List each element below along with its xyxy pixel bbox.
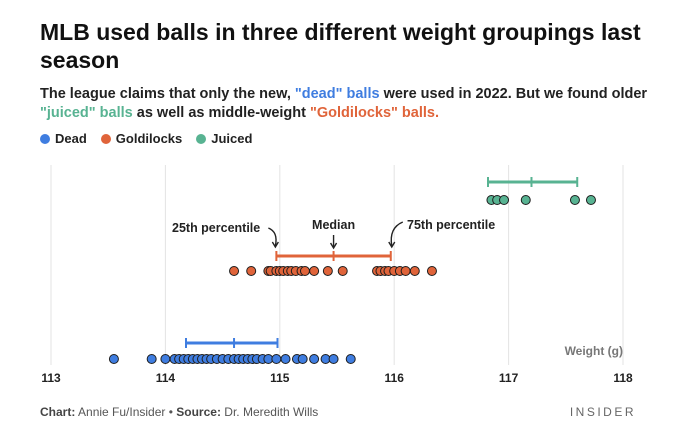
legend-swatch-juiced: [196, 133, 207, 144]
annotation-arrow-p25: [268, 227, 277, 247]
subtitle-part2: were used in 2022. But we found older: [379, 86, 648, 102]
x-tick-label-118: 118: [613, 371, 633, 385]
chart-subtitle: The league claims that only the new, "de…: [40, 85, 660, 123]
goldilocks-point-21: [400, 266, 411, 276]
juiced-point-3: [520, 195, 531, 205]
goldilocks-point-14: [337, 266, 348, 276]
x-axis-label: Weight (g): [565, 344, 623, 358]
chart-title: MLB used balls in three different weight…: [40, 19, 641, 73]
legend-swatch-goldilocks: [100, 133, 111, 144]
subtitle-dead-highlight: "dead" balls: [294, 86, 380, 102]
legend-label-dead: Dead: [55, 131, 87, 146]
annotation-arrowhead-median: [329, 242, 338, 250]
goldilocks-point-22: [409, 266, 420, 276]
annotation-75th-percentile: 75th percentile: [407, 218, 495, 232]
juiced-point-4: [569, 195, 580, 205]
annotation-arrow-p75: [390, 221, 404, 247]
chart-footer: Chart: Annie Fu/Insider • Source: Dr. Me…: [40, 405, 318, 419]
insider-logo: INSIDER: [569, 405, 636, 419]
goldilocks-point-11: [299, 266, 310, 276]
legend-label-juiced: Juiced: [211, 131, 253, 146]
subtitle-juiced-highlight: "juiced" balls: [40, 105, 133, 121]
chart-legend: Dead Goldilocks Juiced: [40, 131, 252, 146]
goldilocks-point-23: [426, 266, 437, 276]
footer-chart-author: Annie Fu/Insider •: [75, 405, 177, 419]
legend-swatch-dead: [40, 133, 50, 144]
footer-source-text: Dr. Meredith Wills: [220, 405, 319, 419]
annotation-25th-percentile: 25th percentile: [172, 221, 260, 235]
dead-point-0: [108, 354, 119, 364]
x-tick-label-114: 114: [156, 371, 176, 385]
x-tick-label-116: 116: [385, 371, 405, 385]
footer-source-label: Source:: [176, 405, 221, 419]
dead-point-2: [160, 354, 171, 364]
goldilocks-point-0: [229, 266, 240, 276]
legend-item-goldilocks: Goldilocks: [100, 131, 183, 146]
dead-point-23: [271, 354, 282, 364]
goldilocks-point-12: [309, 266, 320, 276]
juiced-point-2: [499, 195, 510, 205]
dead-point-30: [345, 354, 356, 364]
legend-item-juiced: Juiced: [196, 131, 252, 146]
dead-point-29: [328, 354, 339, 364]
dead-point-27: [309, 354, 320, 364]
goldilocks-point-1: [246, 266, 257, 276]
subtitle-part1: The league claims that only the new,: [40, 86, 295, 102]
dead-point-24: [280, 354, 291, 364]
dead-point-26: [297, 354, 308, 364]
x-tick-label-117: 117: [499, 371, 519, 385]
footer-chart-label: Chart:: [40, 405, 76, 419]
legend-label-goldilocks: Goldilocks: [115, 131, 183, 146]
x-tick-label-115: 115: [270, 371, 290, 385]
goldilocks-point-13: [322, 266, 333, 276]
annotation-median: Median: [312, 218, 355, 232]
juiced-point-5: [585, 195, 596, 205]
dead-point-1: [146, 354, 157, 364]
subtitle-part3: as well as middle-weight: [132, 105, 311, 121]
legend-item-dead: Dead: [40, 131, 87, 146]
annotation-arrowhead-p75: [388, 241, 396, 249]
annotation-arrowhead-p25: [271, 241, 279, 249]
x-tick-label-113: 113: [41, 371, 61, 385]
subtitle-goldilocks-highlight: "Goldilocks" balls.: [310, 105, 439, 121]
